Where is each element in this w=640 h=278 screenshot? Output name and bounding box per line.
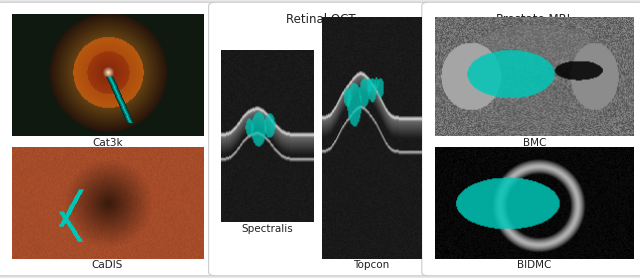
FancyBboxPatch shape: [422, 2, 640, 276]
Text: CaDIS: CaDIS: [92, 260, 124, 270]
FancyBboxPatch shape: [209, 2, 432, 276]
Text: BIDMC: BIDMC: [517, 260, 552, 270]
Text: Retinal OCT: Retinal OCT: [285, 13, 355, 26]
Text: BMC: BMC: [523, 138, 546, 148]
Text: Cataract Surgery: Cataract Surgery: [57, 13, 157, 26]
FancyBboxPatch shape: [0, 2, 219, 276]
Text: Topcon: Topcon: [353, 260, 390, 270]
Text: Cat3k: Cat3k: [92, 138, 123, 148]
Text: Prostate MRI: Prostate MRI: [496, 13, 570, 26]
Text: Spectralis: Spectralis: [241, 224, 293, 234]
